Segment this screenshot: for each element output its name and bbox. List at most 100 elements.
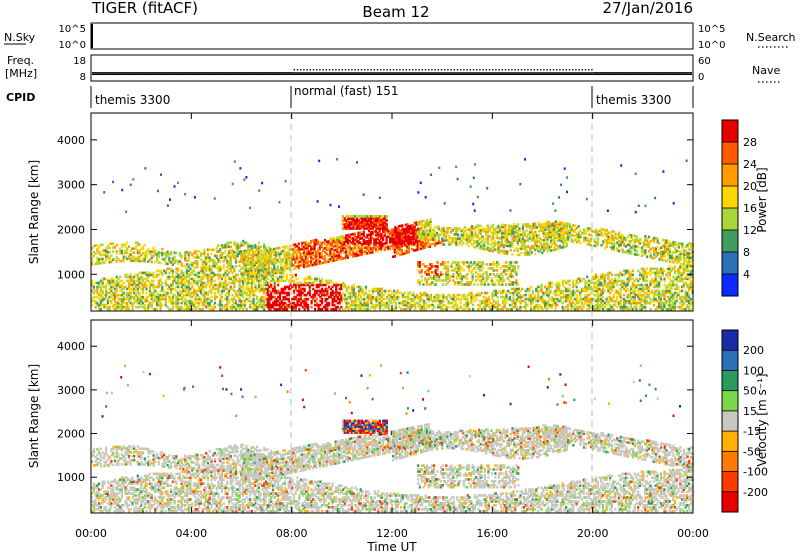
nave-point xyxy=(204,72,206,74)
range-gate-cell xyxy=(411,224,414,227)
range-gate-cell xyxy=(252,244,255,247)
range-gate-cell xyxy=(131,247,134,250)
range-gate-cell xyxy=(407,234,410,238)
nave-point xyxy=(463,69,465,71)
range-gate-cell xyxy=(409,230,412,233)
range-gate-cell xyxy=(498,289,501,293)
range-gate-cell xyxy=(409,232,412,235)
range-gate-cell xyxy=(340,287,343,291)
range-gate-cell xyxy=(224,307,227,311)
range-gate-cell xyxy=(233,275,236,279)
range-gate-cell xyxy=(418,241,421,245)
range-gate-cell xyxy=(231,271,234,275)
range-gate-cell xyxy=(187,305,190,309)
range-gate-cell xyxy=(605,299,608,303)
range-gate-cell xyxy=(324,305,327,309)
range-gate-cell xyxy=(233,305,236,309)
range-gate-cell xyxy=(404,227,407,231)
range-gate-cell xyxy=(249,248,252,252)
range-gate-cell xyxy=(106,252,109,256)
range-gate-cell xyxy=(184,265,187,268)
range-gate-cell xyxy=(345,238,348,241)
range-gate-cell xyxy=(145,273,148,277)
range-gate-cell xyxy=(247,251,250,254)
range-gate-cell xyxy=(199,252,203,255)
range-gate-cell xyxy=(250,279,253,283)
range-gate-cell xyxy=(376,231,379,235)
range-gate-cell xyxy=(380,243,383,246)
range-gate-cell xyxy=(404,249,407,253)
range-gate-cell xyxy=(584,287,587,291)
range-gate-cell xyxy=(269,266,272,270)
range-gate-cell xyxy=(659,271,663,275)
range-gate-cell xyxy=(631,285,634,289)
range-gate-cell xyxy=(586,281,589,285)
range-gate-cell xyxy=(542,297,545,301)
range-gate-cell xyxy=(259,264,262,268)
range-gate-cell xyxy=(363,307,366,311)
range-gate-cell xyxy=(547,285,550,289)
range-gate-cell xyxy=(124,307,127,311)
range-gate-cell xyxy=(250,274,253,278)
range-gate-cell xyxy=(182,279,185,283)
range-gate-cell xyxy=(666,307,670,311)
range-gate-cell xyxy=(626,271,629,275)
range-gate-cell xyxy=(124,285,127,289)
range-gate-cell xyxy=(436,305,440,309)
range-gate-cell xyxy=(173,261,176,265)
range-gate-cell xyxy=(679,279,682,283)
range-gate-cell xyxy=(133,291,136,295)
range-gate-cell xyxy=(94,305,97,309)
range-gate-cell xyxy=(594,303,598,307)
range-gate-cell xyxy=(449,226,453,230)
range-gate-cell xyxy=(352,238,355,242)
range-gate-cell xyxy=(422,219,425,223)
range-gate-cell xyxy=(314,307,317,311)
range-gate-cell xyxy=(219,260,222,263)
range-gate-cell xyxy=(542,299,545,303)
range-gate-cell xyxy=(422,291,426,295)
range-gate-cell xyxy=(357,293,361,297)
range-gate-cell xyxy=(584,297,587,301)
range-gate-cell xyxy=(224,275,227,279)
range-gate-cell xyxy=(376,237,379,241)
range-gate-cell xyxy=(385,229,388,233)
range-gate-cell xyxy=(250,291,253,295)
range-gate-cell xyxy=(248,263,251,266)
range-gate-cell xyxy=(681,295,684,299)
range-gate-cell xyxy=(231,307,234,311)
nave-point xyxy=(197,72,199,74)
range-gate-cell xyxy=(584,299,587,303)
range-gate-cell xyxy=(271,301,275,305)
range-gate-cell xyxy=(327,260,330,263)
range-gate-cell xyxy=(596,285,599,289)
range-gate-cell xyxy=(343,295,346,299)
range-gate-cell xyxy=(366,248,369,251)
range-gate-cell xyxy=(637,289,640,293)
range-gate-cell xyxy=(373,246,376,250)
range-gate-cell xyxy=(343,244,346,248)
range-gate-cell xyxy=(343,236,346,240)
range-gate-cell xyxy=(150,254,153,258)
range-gate-cell xyxy=(228,263,231,267)
range-gate-cell xyxy=(371,232,374,236)
range-gate-cell xyxy=(141,291,145,295)
range-gate-cell xyxy=(425,237,429,240)
range-gate-cell xyxy=(268,285,271,289)
range-gate-cell xyxy=(369,233,372,236)
range-gate-cell xyxy=(276,269,279,272)
range-gate-cell xyxy=(336,244,339,247)
nave-point xyxy=(639,72,641,74)
range-gate-cell xyxy=(554,293,557,297)
range-gate-cell xyxy=(113,281,116,285)
range-gate-cell xyxy=(294,305,297,309)
range-gate-cell xyxy=(294,285,297,289)
range-gate-cell xyxy=(285,265,288,268)
range-gate-cell xyxy=(119,279,122,283)
range-gate-cell xyxy=(324,238,327,242)
range-gate-cell xyxy=(565,281,568,285)
range-gate-cell xyxy=(248,253,251,256)
range-gate-cell xyxy=(510,299,513,303)
range-gate-cell xyxy=(601,277,605,281)
range-gate-cell xyxy=(92,285,95,289)
